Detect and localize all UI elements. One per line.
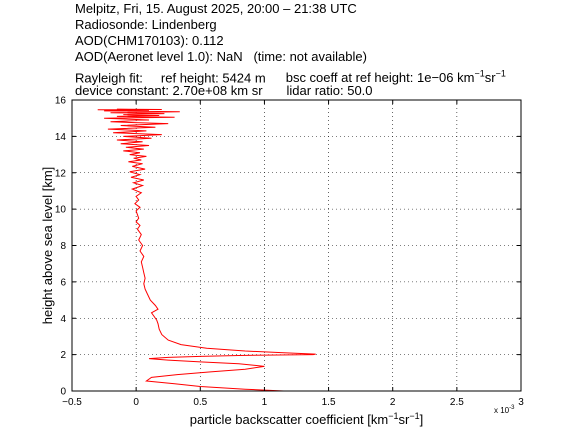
title-line-aod-chm: AOD(CHM170103): 0.112 xyxy=(75,33,224,48)
y-tick-label: 4 xyxy=(60,314,66,325)
x-tick-label: −0.5 xyxy=(62,397,82,408)
rayleigh-label: Rayleigh fit: xyxy=(75,70,143,86)
x-tick-label: 1.5 xyxy=(322,397,336,408)
y-tick-label: 12 xyxy=(55,168,67,179)
y-tick-label: 8 xyxy=(60,241,66,252)
x-tick-label: 2 xyxy=(390,397,396,408)
lidar-ratio-text: lidar ratio: 50.0 xyxy=(286,83,373,98)
title-line-device: device constant: 2.70e+08 km sr lidar rat… xyxy=(75,83,373,99)
x-tick-label: 1 xyxy=(262,397,268,408)
ref-height-text: ref height: 5424 m xyxy=(160,70,266,86)
grid-layer xyxy=(72,100,521,391)
y-tick-label: 2 xyxy=(60,350,66,361)
x-axis-multiplier: x 10-3 xyxy=(494,405,515,415)
x-tick-label: 3 xyxy=(518,397,524,408)
y-axis-label: height above sea level [km] xyxy=(40,167,55,325)
title-line-radiosonde: Radiosonde: Lindenberg xyxy=(75,17,217,32)
x-tick-label: 0.5 xyxy=(193,397,207,408)
x-tick-label: 0 xyxy=(133,397,139,408)
title-line-aod-aeronet: AOD(Aeronet level 1.0): NaN (time: not a… xyxy=(75,49,367,64)
backscatter-profile-line xyxy=(97,108,316,392)
y-tick-label: 10 xyxy=(55,205,67,216)
x-axis-label: particle backscatter coefficient [km−1sr… xyxy=(190,411,423,427)
y-tick-label: 6 xyxy=(60,277,66,288)
y-tick-label: 0 xyxy=(60,387,66,398)
device-constant-text: device constant: 2.70e+08 km sr xyxy=(75,83,263,98)
title-line-rayleigh: Rayleigh fit: ref height: 5424 m bsc coeff… xyxy=(75,66,506,86)
title-line-location: Melpitz, Fri, 15. August 2025, 20:00 – 2… xyxy=(75,1,357,16)
bsc-coeff-text: bsc coeff at ref height: 1e−06 km−1sr−1 xyxy=(285,69,506,86)
series-layer xyxy=(97,108,316,392)
x-tick-label: 2.5 xyxy=(450,397,464,408)
y-tick-label: 16 xyxy=(55,96,67,107)
y-tick-label: 14 xyxy=(55,132,67,143)
